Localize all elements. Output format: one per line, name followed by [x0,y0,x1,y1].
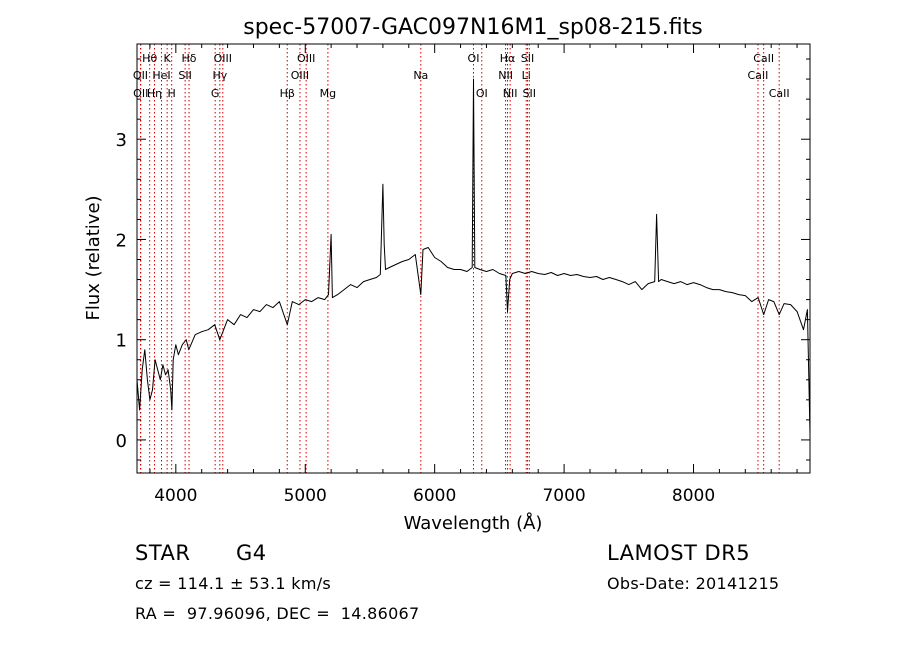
line-marker-label-4: HeI [152,69,170,82]
line-marker-label-23: SII [521,52,534,65]
y-tick-label: 3 [116,130,127,151]
y-tick-label: 1 [116,331,127,352]
x-tick-label: 5000 [284,486,327,506]
line-marker-label-13: OIII [291,69,309,82]
line-marker-label-16: Na [413,69,428,82]
chart-title: spec-57007-GAC097N16M1_sp08-215.fits [243,15,703,40]
line-marker-label-2: Hθ [142,52,157,65]
line-marker-label-27: CaII [769,87,790,100]
x-tick-label: 4000 [154,486,197,506]
x-tick-label: 8000 [672,486,715,506]
flux-series-line-0 [136,78,811,435]
velocity-readout: cz = 114.1 ± 53.1 km/s [135,574,332,593]
flux-series [136,78,811,435]
line-marker-label-3: Hη [147,87,162,100]
obs-date: Obs-Date: 20141215 [607,574,780,593]
line-marker-label-18: OI [476,87,488,100]
line-marker-label-19: NII [498,69,513,82]
line-marker-label-24: SII [523,87,536,100]
coordinates: RA = 97.96096, DEC = 14.86067 [135,604,420,623]
line-marker-label-26: CaII [753,52,774,65]
plot-frame [136,43,811,474]
line-marker-label-21: NII [503,87,518,100]
y-axis-label: Flux (relative) [83,195,104,320]
line-marker-label-22: Li [522,69,531,82]
y-tick-label: 2 [116,230,127,251]
line-marker-label-8: Hδ [182,52,197,65]
line-marker-label-9: G [211,87,220,100]
line-marker-label-6: H [168,87,176,100]
object-subclass: G4 [236,541,267,565]
line-markers: OIIOIIHθHηHeIKHSIIHδGHγOIIIHβOIIIOIIIMgN… [133,44,790,473]
y-tick-label: 0 [116,431,127,452]
survey-name: LAMOST DR5 [607,541,751,565]
line-marker-label-15: Mg [320,87,336,100]
x-tick-label: 7000 [542,486,585,506]
x-axis-label: Wavelength (Å) [404,512,543,534]
line-marker-label-14: OIII [297,52,315,65]
line-marker-label-10: Hγ [212,69,227,82]
object-class: STAR [135,541,191,565]
line-marker-label-25: CaII [748,69,769,82]
line-marker-label-7: SII [178,69,191,82]
line-marker-label-17: OI [468,52,480,65]
axis-ticks: 4000 5000 6000 7000 8000 0 1 2 3 [116,44,810,506]
line-marker-label-11: OIII [214,52,232,65]
line-marker-label-12: Hβ [280,87,295,100]
line-marker-label-5: K [164,52,172,65]
x-tick-label: 6000 [413,486,456,506]
line-marker-label-20: Hα [500,52,516,65]
